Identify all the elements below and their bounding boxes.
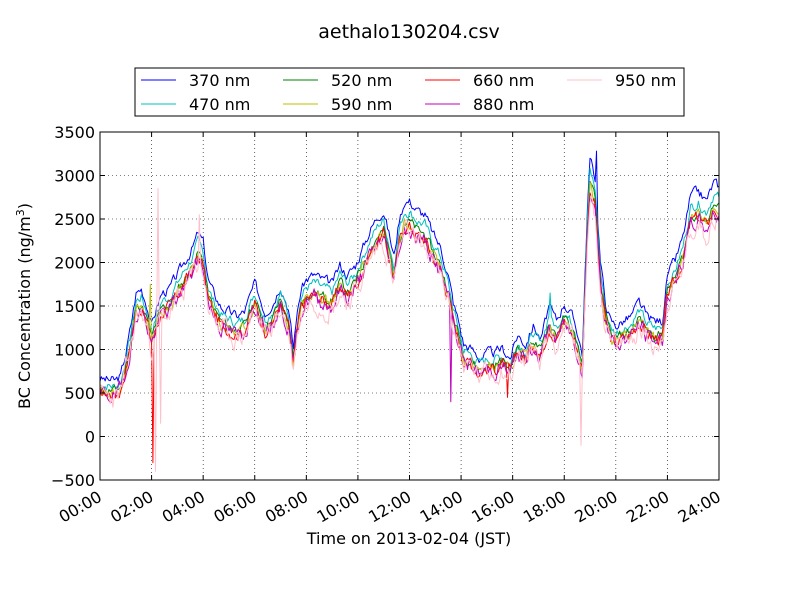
y-axis-label-superscript: 3 — [14, 209, 27, 216]
y-tick-label: 2000 — [54, 254, 95, 273]
legend-label: 950 nm — [615, 71, 676, 90]
y-tick-label: 3000 — [54, 167, 95, 186]
y-axis-label: BC Concentration (ng/m3) — [14, 203, 34, 409]
legend-label: 880 nm — [473, 95, 534, 114]
legend-label: 660 nm — [473, 71, 534, 90]
y-tick-label: 1000 — [54, 341, 95, 360]
legend-label: 590 nm — [331, 95, 392, 114]
y-tick-label: 0 — [85, 428, 95, 447]
y-tick-label: −500 — [51, 471, 95, 490]
series-layer — [99, 150, 720, 472]
y-tick-label: 1500 — [54, 297, 95, 316]
series-line-880-nm — [99, 197, 720, 404]
series-line-370-nm — [99, 150, 720, 382]
series-line-950-nm — [99, 188, 720, 472]
legend-box — [134, 67, 685, 117]
y-tick-label: 2500 — [54, 210, 95, 229]
y-tick-label: 500 — [64, 384, 95, 403]
y-axis-label-end: ) — [15, 203, 34, 209]
y-axis-label-main: BC Concentration (ng/m — [15, 216, 34, 409]
legend-label: 470 nm — [189, 95, 250, 114]
series-line-660-nm — [99, 192, 720, 464]
legend: 370 nm 470 nm 520 nm 590 nm 660 nm 880 nm 950 … — [134, 67, 685, 117]
y-tick-label: 3500 — [54, 123, 95, 142]
legend-label: 520 nm — [331, 71, 392, 90]
x-axis-label: Time on 2013-02-04 (JST) — [306, 529, 511, 548]
chart-title: aethalo130204.csv — [318, 21, 500, 43]
legend-label: 370 nm — [189, 71, 250, 90]
